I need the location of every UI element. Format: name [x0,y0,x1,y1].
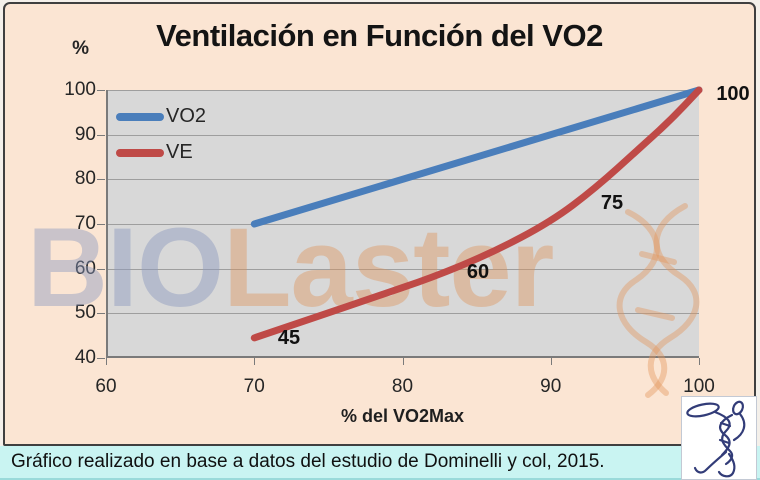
x-tick-label-90: 90 [540,376,562,397]
x-tick-label-60: 60 [95,376,117,397]
y-axis-tick-40 [97,358,105,359]
ve-line-swatch-icon [116,148,164,157]
y-axis-tick-70 [97,224,105,225]
caption-band: Gráfico realizado en base a datos del es… [0,446,760,480]
data-label-ve-60: 60 [466,261,490,283]
legend-item-ve: VE [116,141,193,164]
y-tick-label-60: 60 [74,257,96,279]
y-axis-unit-label: % [72,38,89,59]
x-tick-label-80: 80 [391,376,414,397]
x-axis-title: % del VO2Max [340,406,465,426]
x-axis-tick-100 [699,358,700,365]
vo2-line-swatch-icon [116,112,164,121]
y-tick-label-50: 50 [74,302,96,324]
biolaster-logo [681,396,757,480]
y-axis-tick-80 [97,179,105,181]
y-tick-label-70: 70 [74,213,96,234]
gridline-y-70 [108,224,699,225]
data-label-ve-75: 75 [600,192,624,214]
gridline-y-80 [108,179,699,181]
y-axis-tick-100 [97,90,105,91]
caption-text: Gráfico realizado en base a datos del es… [11,451,605,472]
x-axis-tick-80 [402,358,404,365]
x-axis-tick-70 [254,358,256,365]
y-axis-tick-60 [97,268,105,270]
y-axis-tick-50 [97,313,105,315]
x-tick-label-70: 70 [243,376,265,397]
y-axis-tick-90 [97,134,105,136]
x-tick-label-100: 100 [683,376,715,397]
legend-item-vo2: VO2 [116,105,206,128]
data-label-ve-45: 45 [277,327,301,349]
gridline-y-100 [108,90,699,91]
legend-label-ve: VE [166,141,193,163]
biolaster-logo-figure-icon [686,400,746,478]
y-tick-label-90: 90 [74,123,96,145]
y-tick-label-80: 80 [74,168,96,190]
chart-title: Ventilación en Función del VO2 [156,18,603,53]
x-axis-tick-90 [550,358,552,365]
y-tick-label-100: 100 [64,79,96,100]
chart-slide: Ventilación en Función del VO2 % BIOLast… [3,2,756,446]
data-label-max-100: 100 [716,83,750,105]
gridline-y-50 [108,313,699,315]
legend-label-vo2: VO2 [166,105,207,127]
gridline-y-90 [108,134,699,136]
x-axis-tick-60 [106,358,107,365]
gridline-y-60 [108,268,699,270]
y-tick-label-40: 40 [74,347,96,368]
plot-area [106,90,699,358]
